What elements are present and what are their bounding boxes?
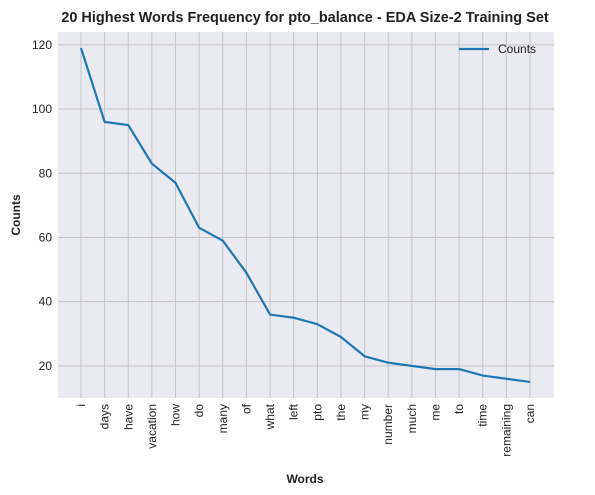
chart-title: 20 Highest Words Frequency for pto_balan… (61, 10, 549, 26)
x-tick-label: left (287, 403, 301, 420)
x-tick-label: much (405, 404, 419, 433)
y-tick-label: 120 (32, 38, 52, 52)
y-axis-label: Counts (9, 194, 23, 236)
x-tick-label: number (381, 404, 395, 445)
y-tick-label: 40 (39, 295, 53, 309)
x-tick-label: to (452, 404, 466, 414)
x-tick-label: time (476, 404, 490, 427)
x-tick-label: how (169, 404, 183, 426)
y-tick-label: 80 (39, 166, 53, 180)
x-axis-label: Words (286, 472, 323, 486)
x-tick-label: i (74, 404, 88, 407)
y-tick-label: 100 (32, 102, 52, 116)
x-tick-label: have (121, 404, 135, 430)
legend-label-counts: Counts (498, 42, 536, 56)
x-tick-label: vacation (145, 404, 159, 449)
x-tick-label: remaining (499, 404, 513, 457)
x-tick-label: days (98, 404, 112, 429)
x-tick-label: do (192, 404, 206, 418)
x-tick-label: what (263, 403, 277, 430)
y-tick-label: 20 (39, 359, 53, 373)
x-tick-label: pto (310, 404, 324, 421)
x-tick-label: the (334, 404, 348, 421)
series-line-counts (79, 47, 531, 384)
grid-lines (58, 32, 554, 398)
y-tick-label: 60 (39, 230, 53, 244)
x-axis-ticks: i days have vacation how do many of what left pto t… (74, 403, 537, 456)
plot-area (58, 32, 554, 398)
x-tick-label: can (523, 404, 537, 423)
x-tick-label: of (239, 403, 253, 414)
x-tick-label: many (216, 404, 230, 433)
x-tick-label: me (428, 404, 442, 421)
x-tick-label: my (358, 404, 372, 420)
y-axis-ticks: 20 40 60 80 100 120 (32, 38, 52, 373)
legend: Counts (459, 42, 536, 56)
